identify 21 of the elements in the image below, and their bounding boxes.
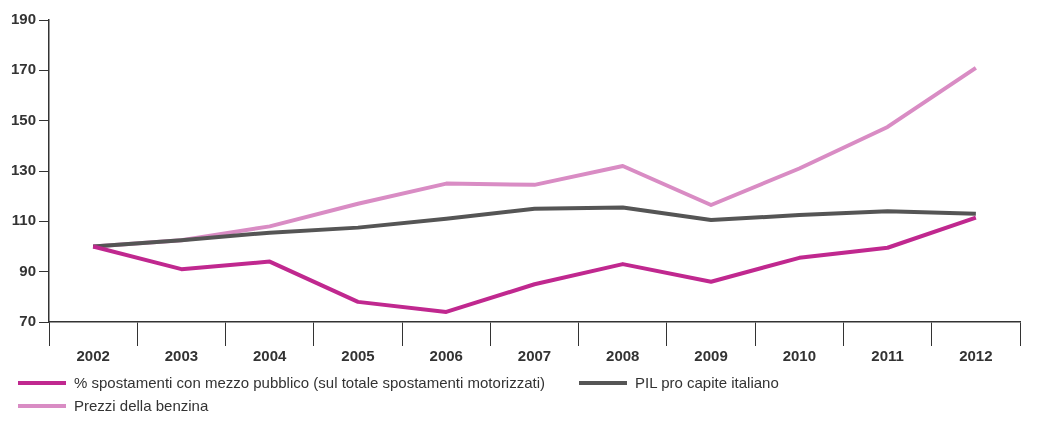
y-tick-label: 190 [11,10,37,28]
x-tick-label: 2003 [164,347,199,365]
x-tick-label: 2009 [694,347,728,365]
x-tick-label: 2012 [959,347,993,365]
x-tick-label: 2008 [606,347,640,365]
y-tick-label: 110 [11,211,37,229]
x-tick-label: 2007 [517,347,552,365]
legend-label: % spostamenti con mezzo pubblico (sul totale spostamenti motorizzati) [74,374,546,391]
y-tick-label: 130 [11,161,37,179]
y-tick-label: 170 [11,60,37,78]
x-tick-label: 2005 [341,347,375,365]
x-tick-label: 2010 [782,347,817,365]
legend-label: PIL pro capite italiano [635,374,779,391]
y-tick-label: 150 [11,110,37,128]
legend-label: Prezzi della benzina [74,397,209,414]
x-tick-label: 2006 [429,347,463,365]
y-tick-label: 70 [19,312,37,330]
x-tick-label: 2002 [76,347,110,365]
y-tick-label: 90 [19,261,37,279]
x-tick-label: 2011 [871,347,904,365]
x-tick-label: 2004 [253,347,288,365]
